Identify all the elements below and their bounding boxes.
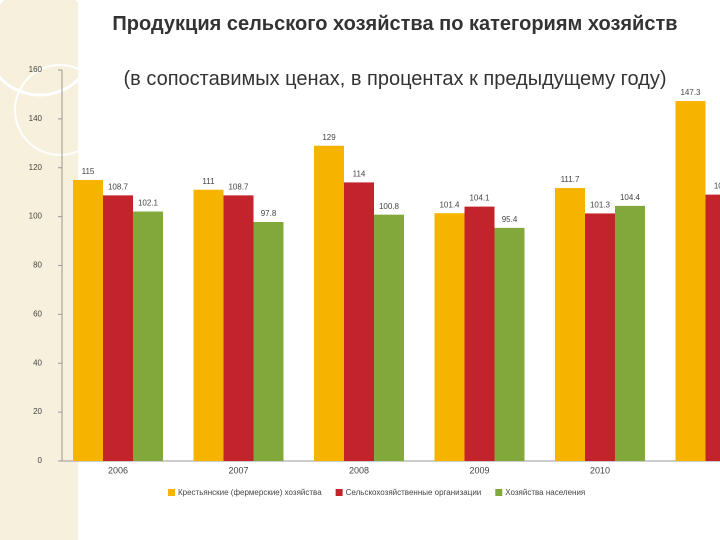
x-tick-label: 2006: [108, 465, 128, 475]
bar: [314, 145, 344, 461]
value-label: 147.3: [680, 88, 701, 97]
value-label: 97.8: [261, 209, 277, 218]
value-label: 100.8: [379, 202, 400, 211]
chart-subtitle: (в сопоставимых ценах, в процентах к пре…: [123, 68, 667, 90]
bar: [344, 182, 374, 461]
value-label: 102.1: [138, 199, 159, 208]
x-tick-label: 2007: [228, 465, 248, 475]
value-label: 129: [322, 133, 336, 142]
y-tick-label: 60: [33, 309, 42, 318]
legend-label: Сельскохозяйственные организации: [346, 488, 482, 497]
bar: [374, 214, 404, 461]
bar: [193, 189, 224, 461]
y-tick-label: 140: [29, 114, 43, 123]
bar: [223, 195, 254, 461]
bar: [675, 101, 706, 462]
value-label: 95.4: [502, 215, 518, 224]
legend-label: Хозяйства населения: [505, 488, 585, 497]
legend-swatch: [168, 489, 175, 496]
bar: [494, 227, 525, 461]
value-label: 108.7: [228, 182, 249, 191]
value-label: 111: [202, 177, 215, 186]
x-tick-label: 2010: [590, 465, 610, 475]
bar: [73, 179, 103, 461]
bar: [615, 205, 645, 461]
bar: [705, 194, 720, 461]
bar: [133, 211, 163, 461]
value-label: 109: [714, 182, 720, 191]
value-label: 101.4: [439, 200, 460, 209]
y-tick-label: 120: [29, 163, 43, 172]
decor-circle: [14, 64, 106, 156]
decor-circle: [0, 0, 97, 97]
legend-swatch: [495, 489, 503, 496]
y-tick-label: 20: [33, 407, 42, 416]
chart-title: Продукция сельского хозяйства по категор…: [112, 13, 678, 35]
value-label: 104.1: [469, 194, 490, 203]
value-label: 104.4: [620, 193, 641, 202]
x-tick-label: 2009: [469, 465, 489, 475]
x-tick-label: 2008: [349, 465, 369, 475]
bar: [253, 222, 284, 461]
bar: [464, 206, 495, 461]
y-tick-label: 0: [38, 456, 43, 465]
bar: [555, 188, 585, 461]
y-tick-label: 160: [29, 65, 43, 74]
value-label: 108.7: [108, 182, 129, 191]
y-tick-label: 100: [29, 212, 43, 221]
legend-swatch: [335, 489, 343, 496]
value-label: 101.3: [590, 201, 611, 210]
bar: [434, 213, 465, 461]
legend-label: Крестьянские (фермерские) хозяйства: [178, 488, 322, 497]
y-tick-label: 80: [33, 261, 42, 270]
value-label: 114: [353, 170, 366, 179]
value-label: 111.7: [561, 175, 580, 184]
value-label: 115: [82, 167, 95, 176]
bar: [103, 195, 133, 461]
bar: [585, 213, 615, 461]
y-tick-label: 40: [33, 358, 42, 367]
